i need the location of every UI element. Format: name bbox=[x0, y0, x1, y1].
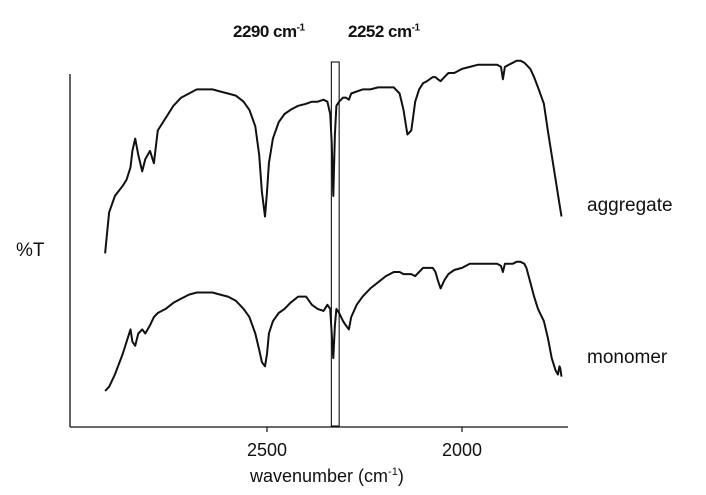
x-tick-marks bbox=[266, 427, 463, 432]
series-lines bbox=[104, 59, 563, 392]
annotation-2252: 2252 cm-1 bbox=[348, 22, 420, 42]
y-axis-label: %T bbox=[16, 240, 45, 261]
series-label-monomer: monomer bbox=[587, 347, 668, 368]
x-axis-label-text: wavenumber (cm bbox=[250, 466, 389, 486]
highlight-band-rect bbox=[330, 61, 340, 427]
series-line-aggregate bbox=[104, 59, 563, 254]
series-line-monomer bbox=[104, 260, 563, 392]
annotation-2290-value: 2290 cm bbox=[233, 22, 297, 41]
x-axis-label: wavenumber (cm-1) bbox=[250, 466, 404, 487]
series-label-aggregate: aggregate bbox=[587, 195, 673, 216]
annotation-2290-sup: -1 bbox=[296, 22, 305, 34]
annotation-2252-value: 2252 cm bbox=[348, 22, 412, 41]
x-tick-label-2000: 2000 bbox=[441, 440, 483, 460]
x-tick-label-2500: 2500 bbox=[246, 440, 288, 460]
annotation-2290: 2290 cm-1 bbox=[233, 22, 305, 42]
x-axis-label-sup: -1 bbox=[388, 466, 398, 478]
x-axis-label-close: ) bbox=[397, 466, 404, 486]
annotation-2252-sup: -1 bbox=[411, 22, 420, 34]
